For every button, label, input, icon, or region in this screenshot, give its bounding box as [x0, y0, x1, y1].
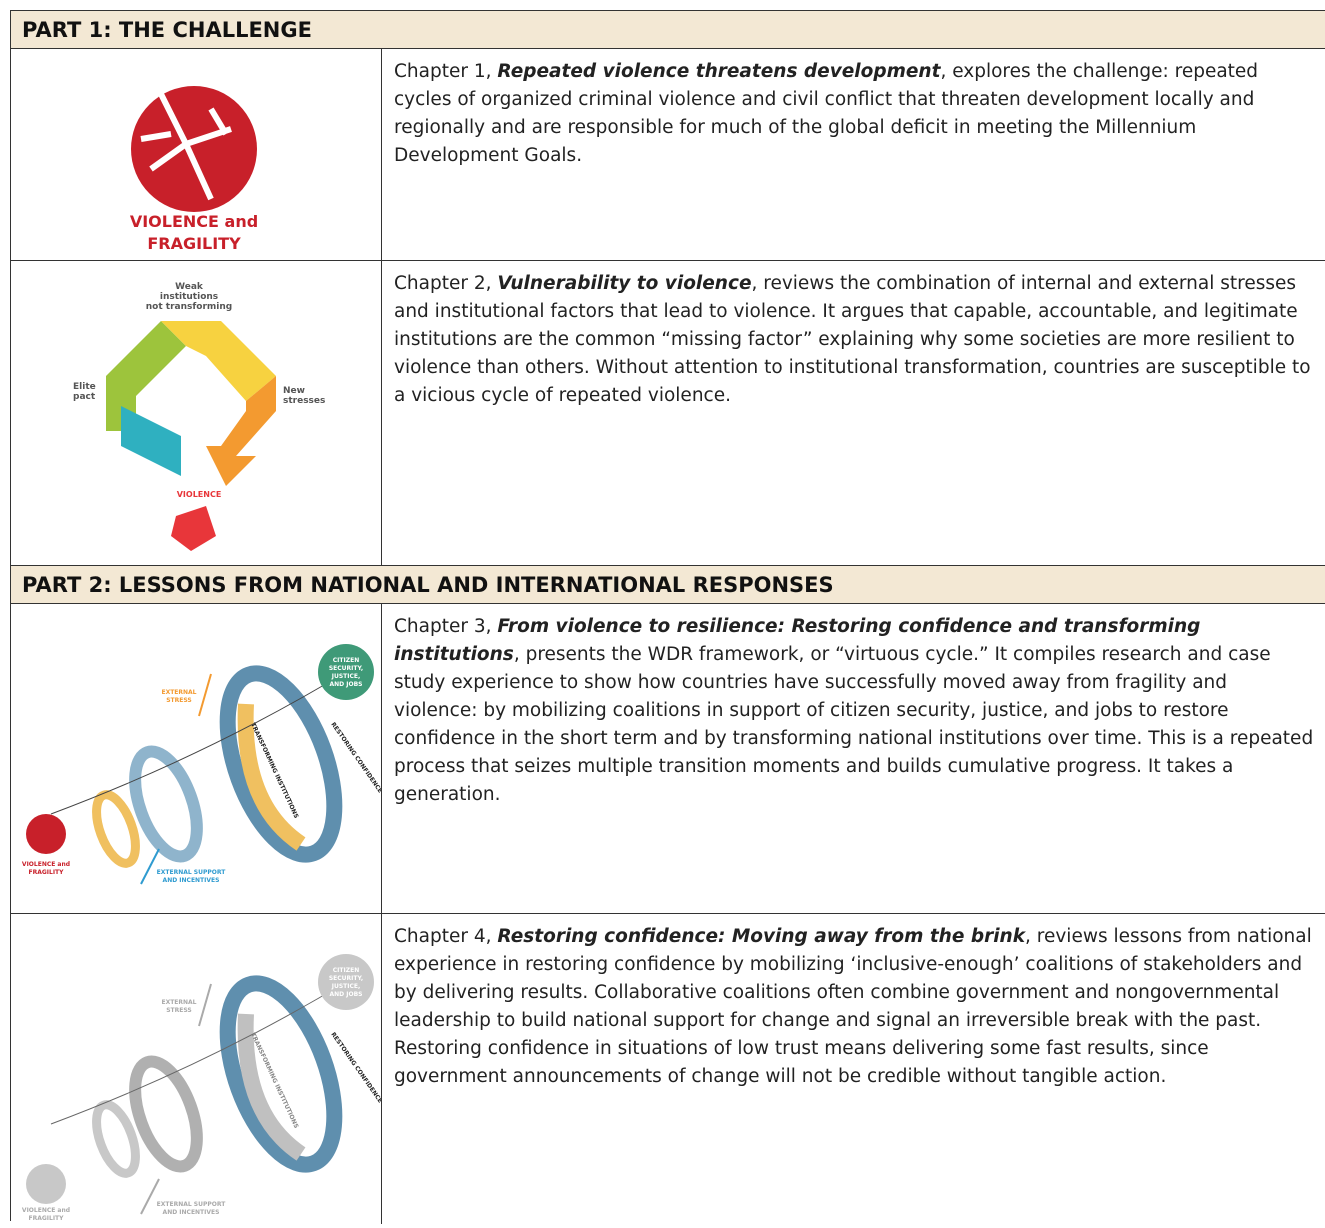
arrow-yellow	[161, 321, 276, 401]
goal-circle	[318, 644, 374, 700]
figure: CITIZEN SECURITY, JUSTICE, AND JOBS EXTERNA…	[11, 604, 384, 913]
violence-icon	[26, 1164, 66, 1204]
arrow-teal	[121, 406, 181, 476]
arrow-green	[106, 321, 186, 431]
part-title: PART 1: THE CHALLENGE	[11, 11, 1325, 49]
arrow	[198, 673, 212, 717]
text-body: , reviews the combination of internal an…	[394, 273, 1311, 406]
cycle-diagram: Weak institutions not transforming Elite pa…	[73, 282, 325, 551]
chapter-title: Vulnerability to violence	[497, 273, 752, 294]
row: Weak institutions not transforming Elite pa…	[11, 261, 1325, 566]
text-body: , presents the WDR framework, or “virtuo…	[394, 644, 1314, 805]
arrow	[140, 1178, 160, 1215]
row: CITIZEN SECURITY, JUSTICE, AND JOBS EXTERNA…	[11, 914, 1325, 1224]
figure: Weak institutions not transforming Elite pa…	[11, 261, 382, 565]
text-lead: Chapter 3,	[394, 616, 498, 637]
arrow	[198, 983, 212, 1027]
text-lead: Chapter 4,	[394, 926, 498, 947]
ring	[219, 975, 343, 1173]
paragraph: Chapter 1, Repeated violence threatens d…	[382, 49, 1325, 260]
chapter-title: Repeated violence threatens development	[497, 61, 941, 82]
icon-cracks	[140, 92, 232, 201]
text-lead: Chapter 1,	[394, 61, 498, 82]
spiral-label: VIOLENCE and FRAGILITY	[22, 861, 70, 876]
diagram-label: VIOLENCE	[177, 490, 222, 499]
diagram-label: Weak institutions not transforming	[146, 282, 232, 312]
spiral-label: EXTERNAL STRESS	[161, 999, 196, 1014]
figure-label: VIOLENCE and	[130, 212, 258, 231]
document: PART 1: THE CHALLENGE VIOLENCE and FRAGI…	[10, 10, 1325, 1224]
ring-band	[237, 1013, 306, 1161]
paragraph: Chapter 3, From violence to resilience: …	[382, 604, 1325, 913]
text-body: , explores the challenge: repeated cycle…	[394, 61, 1259, 166]
arrow-orange	[206, 376, 276, 486]
violence-shards	[171, 506, 216, 551]
ring	[92, 790, 140, 868]
part-title: PART 2: LESSONS FROM NATIONAL AND INTERN…	[11, 566, 1325, 604]
spiral-line	[50, 978, 352, 1125]
spiral-diagram: CITIZEN SECURITY, JUSTICE, AND JOBS EXTERNA…	[22, 644, 384, 885]
spiral-label: EXTERNAL STRESS	[161, 689, 196, 704]
ring-band	[237, 703, 306, 851]
spiral-diagram: CITIZEN SECURITY, JUSTICE, AND JOBS EXTERNA…	[22, 954, 384, 1222]
ring	[219, 665, 343, 863]
arrow	[140, 848, 160, 885]
spiral-label: EXTERNAL SUPPORT AND INCENTIVES	[157, 1201, 227, 1216]
chapter-title: From violence to resilience: Restoring c…	[394, 616, 1201, 665]
spiral-label: CITIZEN SECURITY, JUSTICE, AND JOBS	[329, 657, 363, 688]
violence-icon	[26, 814, 66, 854]
chapter-title: Restoring confidence: Moving away from t…	[497, 926, 1026, 947]
violence-icon: VIOLENCE and FRAGILITY	[130, 86, 258, 253]
text-body: , reviews lessons from national experien…	[394, 926, 1312, 1087]
diagram-label: New stresses	[283, 386, 325, 406]
spiral-label: EXTERNAL SUPPORT AND INCENTIVES	[157, 869, 227, 884]
paragraph: Chapter 4, Restoring confidence: Moving …	[382, 914, 1325, 1224]
spiral-line	[50, 668, 352, 815]
figure: CITIZEN SECURITY, JUSTICE, AND JOBS EXTERNA…	[11, 914, 384, 1224]
paragraph: Chapter 2, Vulnerability to violence, re…	[382, 261, 1325, 565]
row: VIOLENCE and FRAGILITY Chapter 1, Repeat…	[11, 49, 1325, 261]
ring	[129, 745, 203, 863]
diagram-label: Elite pact	[73, 382, 96, 402]
row: CITIZEN SECURITY, JUSTICE, AND JOBS EXTERNA…	[11, 604, 1325, 914]
figure: VIOLENCE and FRAGILITY	[11, 49, 382, 260]
ring	[129, 1055, 203, 1173]
icon-circle	[131, 86, 257, 212]
ring	[92, 1100, 140, 1178]
figure-label: FRAGILITY	[147, 234, 241, 253]
spiral-label: VIOLENCE and FRAGILITY	[22, 1207, 70, 1222]
spiral-label: CITIZEN SECURITY, JUSTICE, AND JOBS	[329, 967, 363, 998]
goal-circle	[318, 954, 374, 1010]
text-lead: Chapter 2,	[394, 273, 498, 294]
